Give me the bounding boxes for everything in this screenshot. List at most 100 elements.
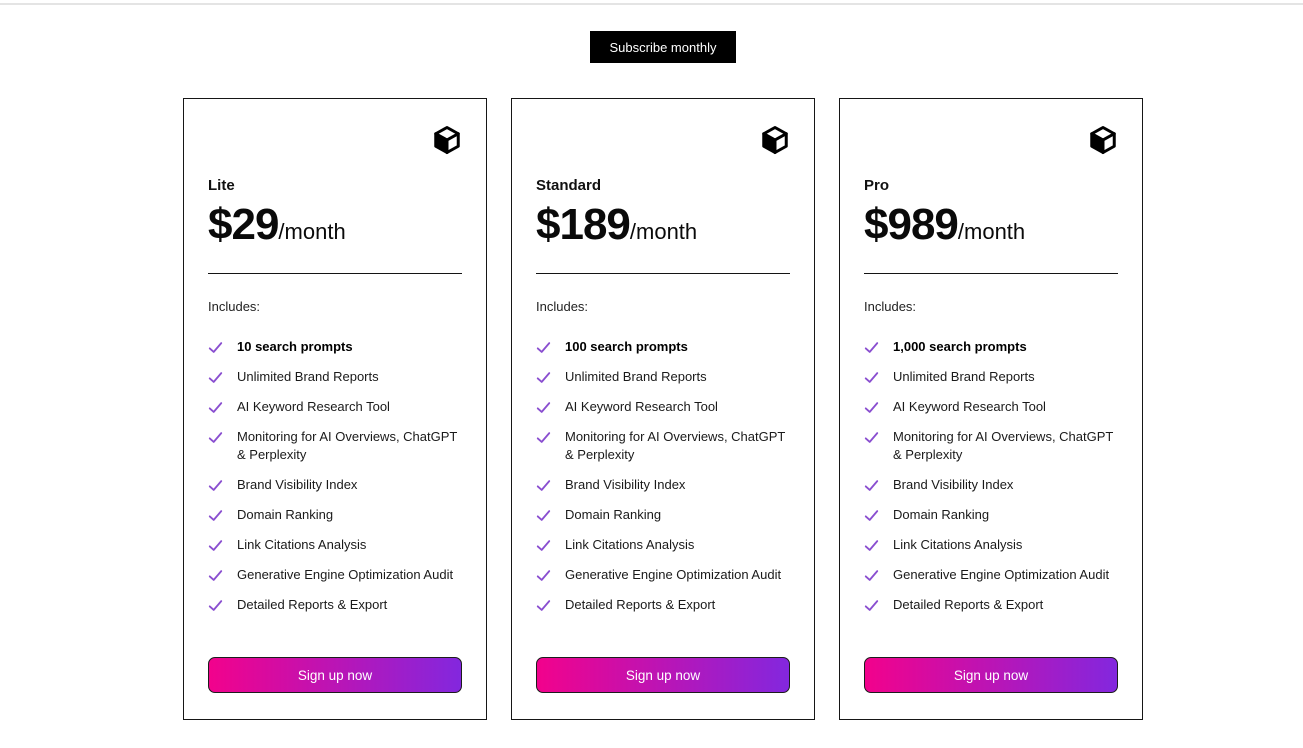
check-icon [208, 600, 223, 612]
feature-label: Domain Ranking [893, 507, 990, 523]
check-icon [208, 432, 223, 444]
includes-label: Includes: [208, 299, 261, 315]
pricing-card: Pro $989/month Includes: 1,000 search pr… [839, 98, 1143, 720]
check-icon [536, 342, 551, 354]
feature-item: Brand Visibility Index [536, 476, 790, 494]
check-icon [208, 372, 223, 384]
plan-icon-row [864, 125, 1118, 155]
pricing-section: Subscribe monthly Lite $29/month Include… [183, 0, 1143, 720]
signup-button[interactable]: Sign up now [536, 657, 790, 693]
feature-label: Detailed Reports & Export [893, 597, 1044, 613]
pricing-cards-row: Lite $29/month Includes: 10 search promp… [183, 98, 1143, 720]
feature-label: Generative Engine Optimization Audit [237, 567, 454, 583]
signup-button[interactable]: Sign up now [208, 657, 462, 693]
card-divider [536, 273, 790, 275]
feature-label: Link Citations Analysis [237, 537, 367, 553]
check-icon [536, 510, 551, 522]
feature-label: Monitoring for AI Overviews, ChatGPT & P… [237, 429, 458, 463]
check-icon [864, 600, 879, 612]
plan-price-suffix: /month [629, 219, 698, 244]
check-icon [864, 372, 879, 384]
feature-label: Generative Engine Optimization Audit [565, 567, 782, 583]
feature-label: 1,000 search prompts [893, 339, 1027, 355]
feature-item: Detailed Reports & Export [536, 596, 790, 614]
top-divider [0, 3, 1303, 5]
plan-icon-row [208, 125, 462, 155]
plan-icon-row [536, 125, 790, 155]
includes-label: Includes: [536, 299, 589, 315]
includes-label: Includes: [864, 299, 917, 315]
feature-label: Brand Visibility Index [565, 477, 686, 493]
signup-button-label: Sign up now [625, 667, 701, 683]
check-icon [864, 540, 879, 552]
feature-item: Domain Ranking [536, 506, 790, 524]
signup-button-label: Sign up now [297, 667, 373, 683]
feature-label: Domain Ranking [565, 507, 662, 523]
feature-item: Detailed Reports & Export [864, 596, 1118, 614]
signup-button-label: Sign up now [953, 667, 1029, 683]
feature-item: Link Citations Analysis [208, 536, 462, 554]
feature-item: Monitoring for AI Overviews, ChatGPT & P… [864, 428, 1118, 464]
check-icon [536, 432, 551, 444]
plan-price-row: $29/month [208, 200, 462, 249]
feature-label: 100 search prompts [565, 339, 688, 355]
check-icon [536, 540, 551, 552]
check-icon [864, 342, 879, 354]
feature-label: Link Citations Analysis [893, 537, 1023, 553]
feature-item: Link Citations Analysis [536, 536, 790, 554]
feature-label: Monitoring for AI Overviews, ChatGPT & P… [893, 429, 1114, 463]
card-divider [208, 273, 462, 275]
plan-price: $989 [864, 200, 959, 249]
plan-name: Standard [536, 177, 602, 194]
plan-name: Pro [864, 177, 890, 194]
signup-button[interactable]: Sign up now [864, 657, 1118, 693]
pricing-card: Standard $189/month Includes: 100 search… [511, 98, 815, 720]
feature-label: AI Keyword Research Tool [237, 399, 390, 415]
feature-item: Generative Engine Optimization Audit [864, 566, 1118, 584]
feature-item: AI Keyword Research Tool [864, 398, 1118, 416]
feature-item: Unlimited Brand Reports [864, 368, 1118, 386]
check-icon [864, 432, 879, 444]
feature-list: 10 search prompts Unlimited Brand Report… [208, 338, 462, 614]
check-icon [864, 510, 879, 522]
feature-label: AI Keyword Research Tool [565, 399, 718, 415]
feature-item: Monitoring for AI Overviews, ChatGPT & P… [536, 428, 790, 464]
check-icon [208, 510, 223, 522]
plan-price: $189 [536, 200, 631, 249]
check-icon [536, 402, 551, 414]
check-icon [536, 600, 551, 612]
check-icon [536, 570, 551, 582]
feature-item: 10 search prompts [208, 338, 462, 356]
feature-label: AI Keyword Research Tool [893, 399, 1046, 415]
feature-label: Brand Visibility Index [893, 477, 1014, 493]
card-divider [864, 273, 1118, 275]
check-icon [208, 570, 223, 582]
cube-icon [1090, 126, 1116, 154]
feature-label: Link Citations Analysis [565, 537, 695, 553]
feature-list: 1,000 search prompts Unlimited Brand Rep… [864, 338, 1118, 614]
feature-label: Unlimited Brand Reports [893, 369, 1035, 385]
subscribe-monthly-button[interactable]: Subscribe monthly [589, 31, 737, 63]
cube-icon [434, 126, 460, 154]
feature-label: 10 search prompts [237, 339, 353, 355]
feature-item: Domain Ranking [864, 506, 1118, 524]
plan-name: Lite [208, 177, 235, 194]
check-icon [208, 540, 223, 552]
feature-label: Brand Visibility Index [237, 477, 358, 493]
feature-label: Monitoring for AI Overviews, ChatGPT & P… [565, 429, 786, 463]
plan-price-row: $189/month [536, 200, 790, 249]
feature-item: Brand Visibility Index [864, 476, 1118, 494]
feature-item: Brand Visibility Index [208, 476, 462, 494]
feature-item: Detailed Reports & Export [208, 596, 462, 614]
feature-item: Link Citations Analysis [864, 536, 1118, 554]
feature-item: Unlimited Brand Reports [208, 368, 462, 386]
plan-price: $29 [208, 200, 279, 249]
check-icon [208, 480, 223, 492]
check-icon [864, 480, 879, 492]
feature-item: Unlimited Brand Reports [536, 368, 790, 386]
feature-label: Generative Engine Optimization Audit [893, 567, 1110, 583]
check-icon [864, 402, 879, 414]
feature-label: Detailed Reports & Export [565, 597, 716, 613]
pricing-card: Lite $29/month Includes: 10 search promp… [183, 98, 487, 720]
feature-item: 1,000 search prompts [864, 338, 1118, 356]
